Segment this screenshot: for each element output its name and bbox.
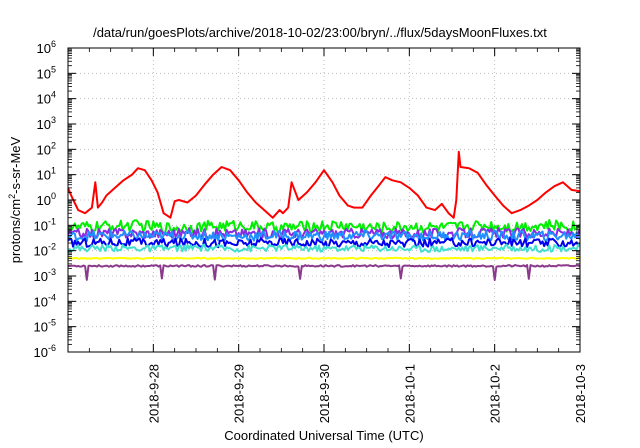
y-tick-exponent: 1 — [51, 166, 56, 176]
y-tick-base: 10 — [37, 168, 51, 183]
x-tick-label: 2018-10-2 — [488, 364, 503, 423]
y-tick-exponent: 5 — [51, 64, 56, 74]
x-tick-label: 2018-10-3 — [573, 364, 588, 423]
y-tick-label: 104 — [37, 90, 56, 107]
x-tick-label: 2018-9-28 — [146, 364, 161, 423]
y-tick-exponent: 6 — [51, 39, 56, 49]
y-tick-label: 102 — [37, 140, 56, 157]
x-tick-label: 2018-10-1 — [402, 364, 417, 423]
y-tick-exponent: -4 — [48, 292, 56, 302]
y-tick-base: 10 — [37, 66, 51, 81]
series-line — [68, 256, 580, 260]
series-line — [68, 229, 580, 243]
x-axis-label: Coordinated Universal Time (UTC) — [224, 428, 423, 443]
y-tick-base: 10 — [37, 41, 51, 56]
y-tick-labels: 10-610-510-410-310-210-11001011021031041… — [34, 39, 56, 360]
y-tick-label: 10-5 — [34, 318, 56, 335]
y-tick-label: 10-6 — [34, 343, 56, 360]
y-tick-base: 10 — [37, 92, 51, 107]
series-line — [68, 243, 580, 253]
y-tick-exponent: -1 — [48, 216, 56, 226]
y-tick-exponent: -6 — [48, 343, 56, 353]
x-tick-labels: 2018-9-28 2018-9-29 2018-9-30 2018-10-1 2018… — [146, 364, 588, 423]
y-tick-exponent: -5 — [48, 318, 56, 328]
y-tick-exponent: -3 — [48, 267, 56, 277]
grid-lines — [68, 48, 580, 352]
y-axis-label-rest: -s-sr-MeV — [8, 136, 23, 193]
y-tick-label: 101 — [37, 166, 56, 183]
y-tick-base: 10 — [37, 193, 51, 208]
y-tick-exponent: 0 — [51, 191, 56, 201]
y-axis-label-main: protons/cm — [8, 199, 23, 263]
y-tick-label: 10-3 — [34, 267, 56, 284]
y-tick-label: 10-2 — [34, 242, 56, 259]
y-tick-label: 105 — [37, 64, 56, 81]
y-tick-exponent: 2 — [51, 140, 56, 150]
series-layer — [68, 150, 580, 281]
y-axis-label-sup: 2 — [7, 194, 17, 199]
y-axis-label: protons/cm2-s-sr-MeV — [7, 136, 23, 263]
y-tick-base: 10 — [34, 269, 48, 284]
y-tick-label: 100 — [37, 191, 56, 208]
x-tick-label: 2018-9-30 — [317, 364, 332, 423]
axis-ticks — [68, 47, 581, 353]
y-tick-base: 10 — [34, 294, 48, 309]
y-tick-base: 10 — [37, 117, 51, 132]
series-line — [68, 264, 580, 281]
y-tick-label: 106 — [37, 39, 56, 56]
y-tick-base: 10 — [34, 345, 48, 360]
x-tick-label: 2018-9-29 — [232, 364, 247, 423]
y-tick-base: 10 — [34, 244, 48, 259]
y-tick-label: 10-4 — [34, 292, 56, 309]
chart-title: /data/run/goesPlots/archive/2018-10-02/2… — [93, 25, 547, 40]
y-tick-exponent: 4 — [51, 90, 56, 100]
series-line — [68, 150, 580, 219]
y-tick-base: 10 — [37, 142, 51, 157]
y-tick-base: 10 — [34, 218, 48, 233]
y-tick-exponent: 3 — [51, 115, 56, 125]
y-tick-base: 10 — [34, 320, 48, 335]
y-tick-label: 10-1 — [34, 216, 56, 233]
y-tick-exponent: -2 — [48, 242, 56, 252]
y-tick-label: 103 — [37, 115, 56, 132]
